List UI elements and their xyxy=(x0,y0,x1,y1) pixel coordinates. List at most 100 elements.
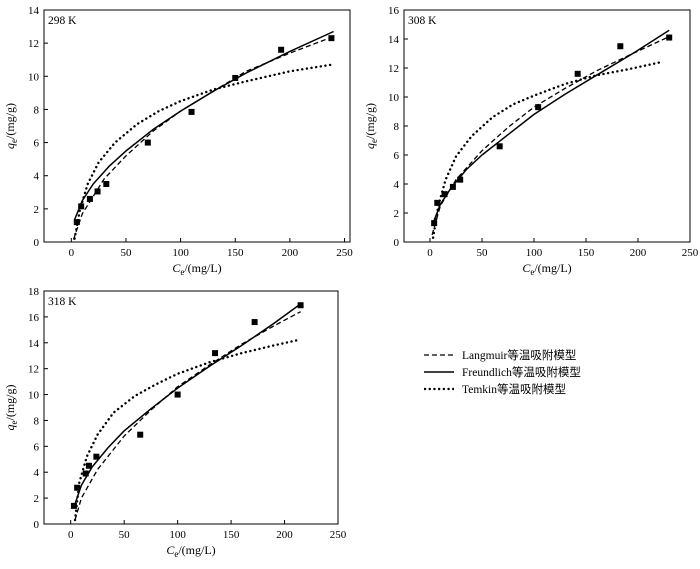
data-point xyxy=(251,319,258,326)
data-point xyxy=(431,220,438,227)
legend-label: Langmuir等温吸附模型 xyxy=(462,349,577,362)
series-line-freundlich xyxy=(73,30,334,220)
x-tick-label: 250 xyxy=(330,529,347,541)
data-point xyxy=(73,219,80,226)
y-tick-label: 4 xyxy=(394,179,400,191)
series-line-langmuir xyxy=(74,311,301,521)
data-point xyxy=(70,502,77,509)
data-point xyxy=(74,484,81,491)
y-tick-label: 6 xyxy=(34,441,40,453)
panel-label: 298 K xyxy=(48,15,77,27)
y-tick-label: 2 xyxy=(394,208,400,220)
legend-label: Freundlich等温吸附模型 xyxy=(462,366,581,379)
data-point xyxy=(574,70,581,77)
x-tick-label: 150 xyxy=(223,529,240,541)
x-tick-label: 50 xyxy=(477,247,489,259)
data-point xyxy=(93,453,100,460)
data-point xyxy=(86,195,93,202)
data-point xyxy=(103,181,110,187)
data-point xyxy=(174,391,181,398)
series-line-langmuir xyxy=(72,35,334,240)
data-point xyxy=(535,104,542,111)
y-tick-label: 2 xyxy=(34,493,40,505)
y-tick-label: 12 xyxy=(28,364,39,376)
y-tick-label: 18 xyxy=(28,286,40,298)
data-point xyxy=(666,34,673,41)
data-point xyxy=(278,46,285,53)
y-tick-label: 8 xyxy=(394,121,400,133)
x-axis-label: Ce/(mg/L) xyxy=(172,261,221,277)
y-tick-label: 14 xyxy=(28,338,40,350)
legend-item-freundlich: Freundlich等温吸附模型 xyxy=(424,363,664,380)
legend-swatch-dotted xyxy=(424,384,454,394)
x-tick-label: 100 xyxy=(169,529,186,541)
x-tick-label: 0 xyxy=(68,529,74,541)
chart-panel-3: 0 50 100 150 200 250 0 2 4 6 8 10 12 14 16 18 318 K Ce/(m… xyxy=(3,286,347,559)
data-point xyxy=(449,183,456,190)
y-tick-label: 12 xyxy=(388,63,399,75)
y-tick-label: 2 xyxy=(34,204,40,216)
data-point xyxy=(78,203,85,210)
legend-item-temkin: Temkin等温吸附模型 xyxy=(424,380,664,397)
y-tick-label: 4 xyxy=(34,467,40,479)
data-point xyxy=(212,350,219,357)
series-line-langmuir xyxy=(431,37,668,235)
x-axis-label: Ce/(mg/L) xyxy=(166,543,215,559)
y-tick-label: 0 xyxy=(394,237,400,249)
x-tick-label: 150 xyxy=(227,247,244,259)
y-tick-label: 10 xyxy=(28,71,40,83)
y-tick-label: 16 xyxy=(388,5,400,17)
x-tick-label: 50 xyxy=(119,529,131,541)
y-axis-label: qe/(mg/g) xyxy=(363,103,379,149)
panel-label: 308 K xyxy=(408,15,437,27)
y-tick-label: 10 xyxy=(28,390,40,402)
x-tick-label: 250 xyxy=(336,247,353,259)
plot-frame xyxy=(43,290,339,525)
legend-swatch-solid xyxy=(424,367,454,377)
x-axis-label: Ce/(mg/L) xyxy=(522,261,571,277)
series-line-freundlich xyxy=(73,303,302,508)
y-tick-label: 6 xyxy=(34,138,40,150)
y-tick-label: 4 xyxy=(34,171,40,183)
y-tick-label: 6 xyxy=(394,150,400,162)
data-point xyxy=(297,302,304,309)
data-point xyxy=(328,35,335,42)
series-line-temkin xyxy=(73,339,299,522)
series-line-temkin xyxy=(431,61,663,239)
data-point xyxy=(441,191,448,198)
x-tick-label: 200 xyxy=(282,247,299,259)
y-tick-label: 14 xyxy=(28,5,40,17)
legend-item-langmuir: Langmuir等温吸附模型 xyxy=(424,346,664,363)
y-tick-label: 16 xyxy=(28,312,40,324)
data-point xyxy=(137,431,144,438)
x-tick-label: 100 xyxy=(172,247,189,259)
y-tick-label: 0 xyxy=(34,519,40,531)
panel-label: 318 K xyxy=(48,296,77,308)
data-point xyxy=(496,143,503,150)
x-tick-label: 100 xyxy=(526,247,543,259)
series-line-freundlich xyxy=(432,29,670,224)
y-tick-label: 8 xyxy=(34,415,40,427)
data-point xyxy=(188,108,195,115)
legend-label: Temkin等温吸附模型 xyxy=(462,383,566,396)
y-tick-label: 12 xyxy=(28,38,39,50)
y-axis-label: qe/(mg/g) xyxy=(3,385,19,431)
data-point xyxy=(232,74,239,81)
x-tick-label: 0 xyxy=(427,247,433,259)
x-tick-label: 200 xyxy=(276,529,293,541)
plot-frame xyxy=(43,9,351,243)
data-point xyxy=(457,176,464,183)
data-point xyxy=(434,199,441,206)
x-tick-label: 50 xyxy=(120,247,132,259)
legend-swatch-dashed xyxy=(424,350,454,360)
chart-panel-1: 0 50 100 150 200 250 0 2 4 6 8 10 12 14 298 K Ce/(mg/L)… xyxy=(3,5,353,277)
y-tick-label: 0 xyxy=(34,237,40,249)
y-tick-label: 14 xyxy=(388,34,400,46)
data-point xyxy=(94,188,101,195)
data-point xyxy=(85,462,92,469)
data-point xyxy=(82,470,89,477)
y-tick-label: 8 xyxy=(34,104,40,116)
series-line-temkin xyxy=(73,63,333,240)
x-tick-label: 200 xyxy=(630,247,647,259)
